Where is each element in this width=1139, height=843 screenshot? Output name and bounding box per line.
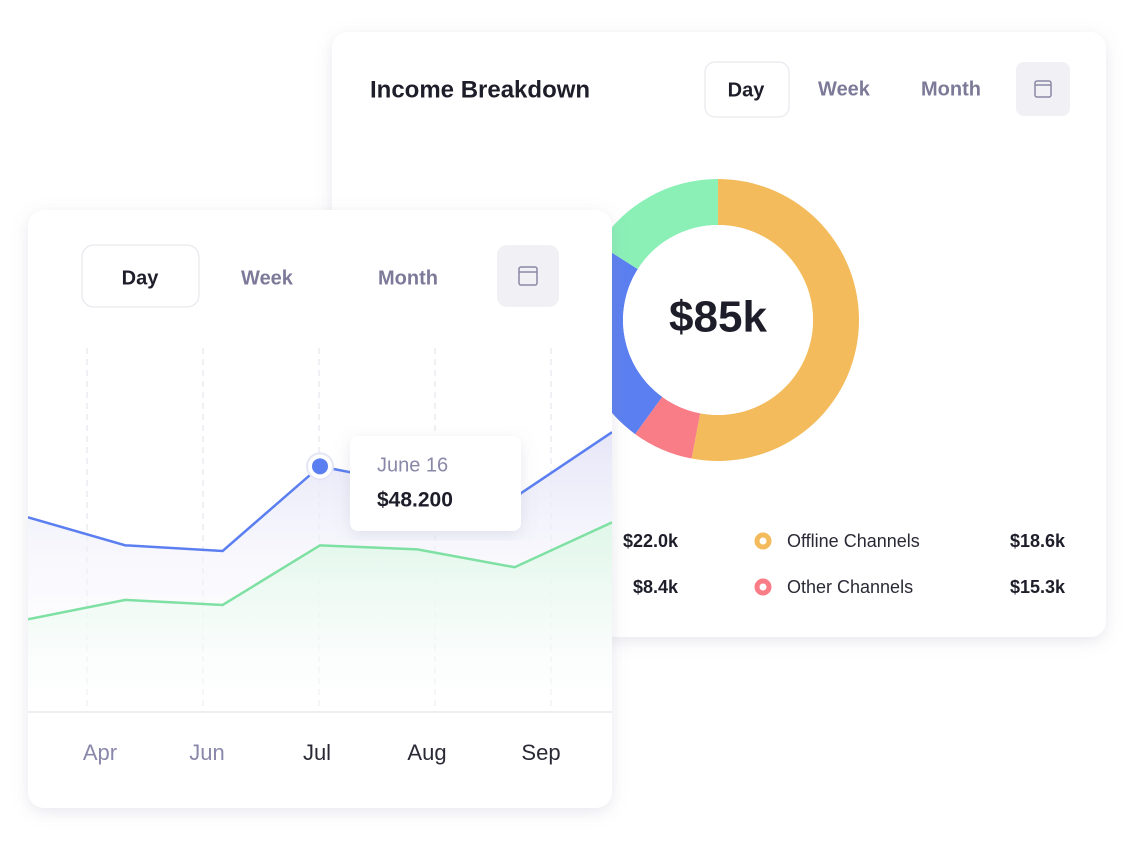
tooltip-date: June 16	[377, 454, 448, 476]
tab-box[interactable]	[81, 244, 200, 308]
tab[interactable]: Week	[818, 78, 871, 100]
legend-dot	[754, 532, 772, 550]
donut-hole	[623, 225, 813, 415]
x-tick-label: Jul	[303, 740, 331, 765]
calendar-button[interactable]	[1016, 62, 1070, 116]
calendar-icon	[518, 266, 538, 286]
tab[interactable]: Month	[378, 267, 438, 289]
legend-dot	[754, 578, 772, 596]
legend-label: Offline Channels	[787, 531, 920, 551]
tab-box[interactable]	[704, 61, 790, 118]
tooltip	[350, 436, 521, 531]
donut-segment	[598, 179, 718, 270]
area	[28, 522, 612, 712]
card-title: Income Breakdown	[370, 76, 590, 103]
trend-card: Day Week Month Apr Jun Jul Aug Sep June 16 $…	[28, 210, 612, 808]
legend-amount: $22.0k	[623, 531, 679, 551]
donut-segment	[691, 179, 859, 461]
donut-center-label: $85k	[669, 293, 767, 342]
tab[interactable]: Week	[241, 267, 294, 289]
point	[312, 458, 328, 475]
line	[28, 521, 612, 621]
legend-label: Other Channels	[787, 577, 913, 597]
x-tick-label: Apr	[83, 740, 117, 765]
x-tick-label: Aug	[407, 740, 446, 765]
legend-amount: $18.6k	[1010, 531, 1066, 551]
tab[interactable]: Day	[728, 79, 766, 101]
tab[interactable]: Month	[921, 78, 981, 100]
x-tick-label: Sep	[521, 740, 560, 765]
legend: $22.0k $8.4k Offline Channels $18.6k Other C…	[623, 531, 1066, 597]
x-axis: Apr Jun Jul Aug Sep	[83, 740, 561, 765]
tooltip-value: $48.200	[377, 489, 453, 512]
legend-amount: $8.4k	[633, 577, 679, 597]
calendar-icon	[1034, 80, 1052, 98]
x-tick-label: Jun	[189, 740, 224, 765]
donut-segment	[635, 396, 701, 459]
legend-amount: $15.3k	[1010, 577, 1066, 597]
tab[interactable]: Day	[122, 267, 160, 289]
calendar-button[interactable]	[497, 245, 559, 307]
